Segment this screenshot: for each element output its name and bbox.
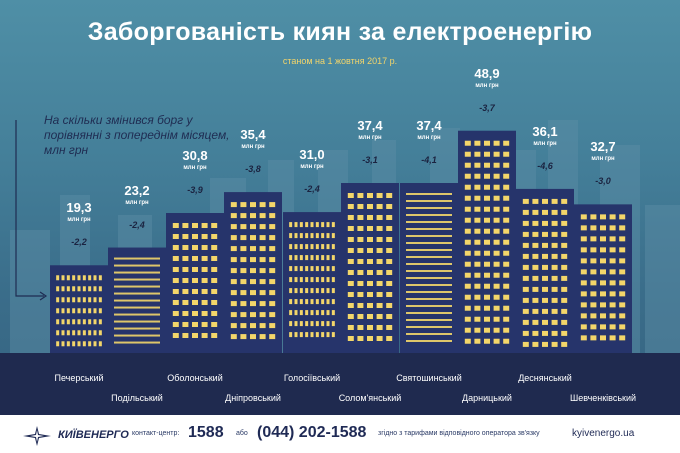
bar-6: [341, 183, 399, 353]
unit-label-10: млн грн: [591, 156, 615, 163]
district-label-9: Деснянський: [518, 373, 572, 383]
value-label-4: 35,4: [240, 127, 266, 143]
background-tower-12: [645, 205, 680, 353]
district-label-1: Печерський: [54, 373, 104, 383]
kyivenergo-logo-icon: [23, 426, 51, 446]
chart-subtitle: станом на 1 жовтня 2017 р.: [282, 56, 398, 66]
bar-7: [400, 183, 458, 353]
change-label-4: -3,8: [245, 164, 261, 175]
change-label-9: -4,6: [537, 160, 553, 171]
district-label-8: Дарницький: [462, 393, 512, 403]
district-label-2: Подільський: [111, 393, 163, 403]
district-label-10: Шевченківський: [569, 393, 637, 403]
value-label-1: 19,3: [66, 200, 92, 216]
district-label-5: Голосіївський: [283, 373, 341, 383]
value-label-5: 31,0: [299, 147, 325, 163]
logo-text: КИЇВЕНЕРГО: [58, 429, 129, 441]
unit-label-3: млн грн: [183, 165, 207, 171]
value-label-3: 30,8: [182, 148, 208, 163]
change-label-8: -3,7: [479, 102, 495, 113]
background-tower-1: [10, 230, 50, 353]
note-arrow: [15, 120, 48, 301]
change-label-5: -2,4: [304, 184, 320, 195]
district-buildings: [50, 130, 632, 353]
short-phone-number: 1588: [188, 424, 224, 441]
unit-label-1: млн грн: [67, 217, 91, 224]
district-label-4: Дніпровський: [225, 393, 281, 403]
change-label-3: -3,9: [187, 185, 203, 195]
unit-label-4: млн грн: [241, 144, 265, 151]
change-label-10: -3,0: [595, 176, 611, 187]
value-label-2: 23,2: [124, 182, 150, 198]
change-note: На скільки змінився борг у порівнянні з …: [44, 113, 230, 157]
unit-label-7: млн грн: [417, 135, 441, 141]
website-link[interactable]: kyivenergo.ua: [572, 428, 635, 439]
change-label-6: -3,1: [362, 155, 378, 165]
long-phone-number: (044) 202-1588: [257, 424, 367, 441]
district-label-3: Оболонський: [167, 373, 223, 383]
contact-center-label: контакт-центр:: [132, 430, 180, 437]
unit-label-6: млн грн: [358, 135, 382, 141]
unit-label-2: млн грн: [125, 199, 149, 206]
footer: [0, 415, 680, 453]
value-label-8: 48,9: [474, 65, 500, 81]
district-label-6: Солом'янський: [338, 393, 402, 403]
value-label-9: 36,1: [532, 123, 558, 139]
change-label-1: -2,2: [71, 237, 87, 248]
value-label-10: 32,7: [590, 139, 616, 155]
change-label-2: -2,4: [129, 219, 145, 230]
change-label-7: -4,1: [421, 155, 437, 165]
unit-label-9: млн грн: [533, 140, 557, 147]
value-label-6: 37,4: [357, 118, 383, 133]
chart-title: Заборгованість киян за електроенергію: [87, 18, 593, 46]
unit-label-5: млн грн: [300, 164, 324, 171]
district-label-7: Святошинський: [396, 373, 462, 383]
or-text: або: [236, 430, 248, 437]
tariff-note: згідно з тарифами відповідного оператора…: [378, 430, 540, 437]
value-label-7: 37,4: [416, 118, 442, 133]
ground-band: [0, 353, 680, 415]
unit-label-8: млн грн: [475, 82, 499, 89]
bar-9: [516, 188, 574, 353]
